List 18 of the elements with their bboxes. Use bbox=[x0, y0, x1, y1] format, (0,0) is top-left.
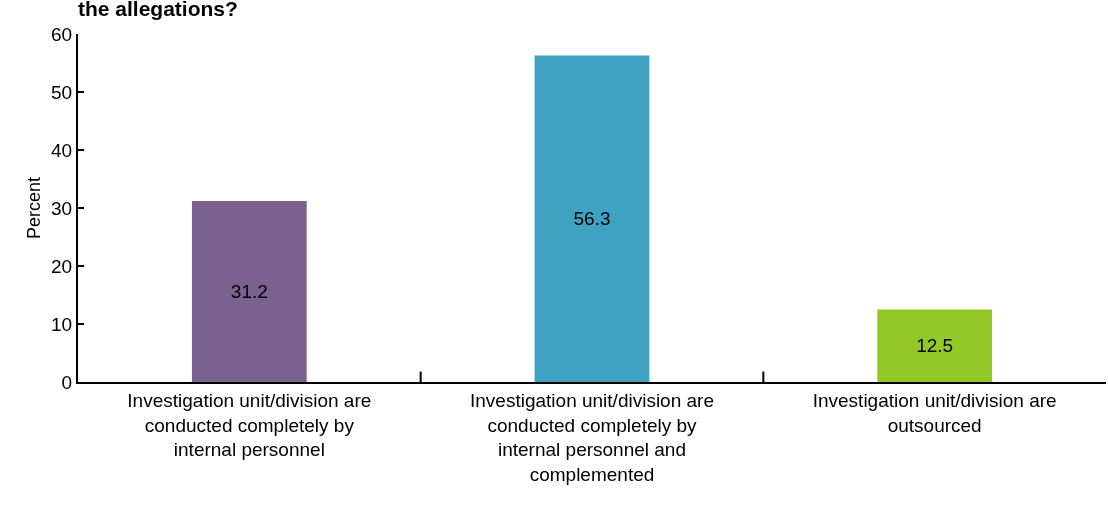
y-tick-label: 10 bbox=[51, 313, 73, 335]
chart-title: the allegations? bbox=[78, 0, 238, 20]
x-tick-label: Investigation unit/division are conducted completely by internal personnel bbox=[127, 389, 372, 461]
y-axis-title: Percent bbox=[23, 176, 44, 240]
bar bbox=[191, 201, 307, 382]
y-tick-label: 0 bbox=[61, 371, 73, 393]
data-label: 56.3 bbox=[573, 208, 611, 230]
y-tick-label: 30 bbox=[51, 197, 73, 219]
y-tick-label: 60 bbox=[51, 23, 73, 45]
y-tick-label: 40 bbox=[51, 139, 73, 161]
x-tick-label: Investigation unit/division are conducted completely by internal personnel and complemented bbox=[470, 389, 714, 485]
bar bbox=[877, 309, 993, 382]
data-label: 31.2 bbox=[230, 281, 268, 303]
data-label: 12.5 bbox=[916, 335, 954, 357]
y-tick-label: 20 bbox=[51, 255, 73, 277]
y-tick-label: 50 bbox=[51, 81, 73, 103]
bar bbox=[534, 55, 650, 382]
x-tick-label: Investigation unit/division are outsourced bbox=[812, 389, 1057, 436]
